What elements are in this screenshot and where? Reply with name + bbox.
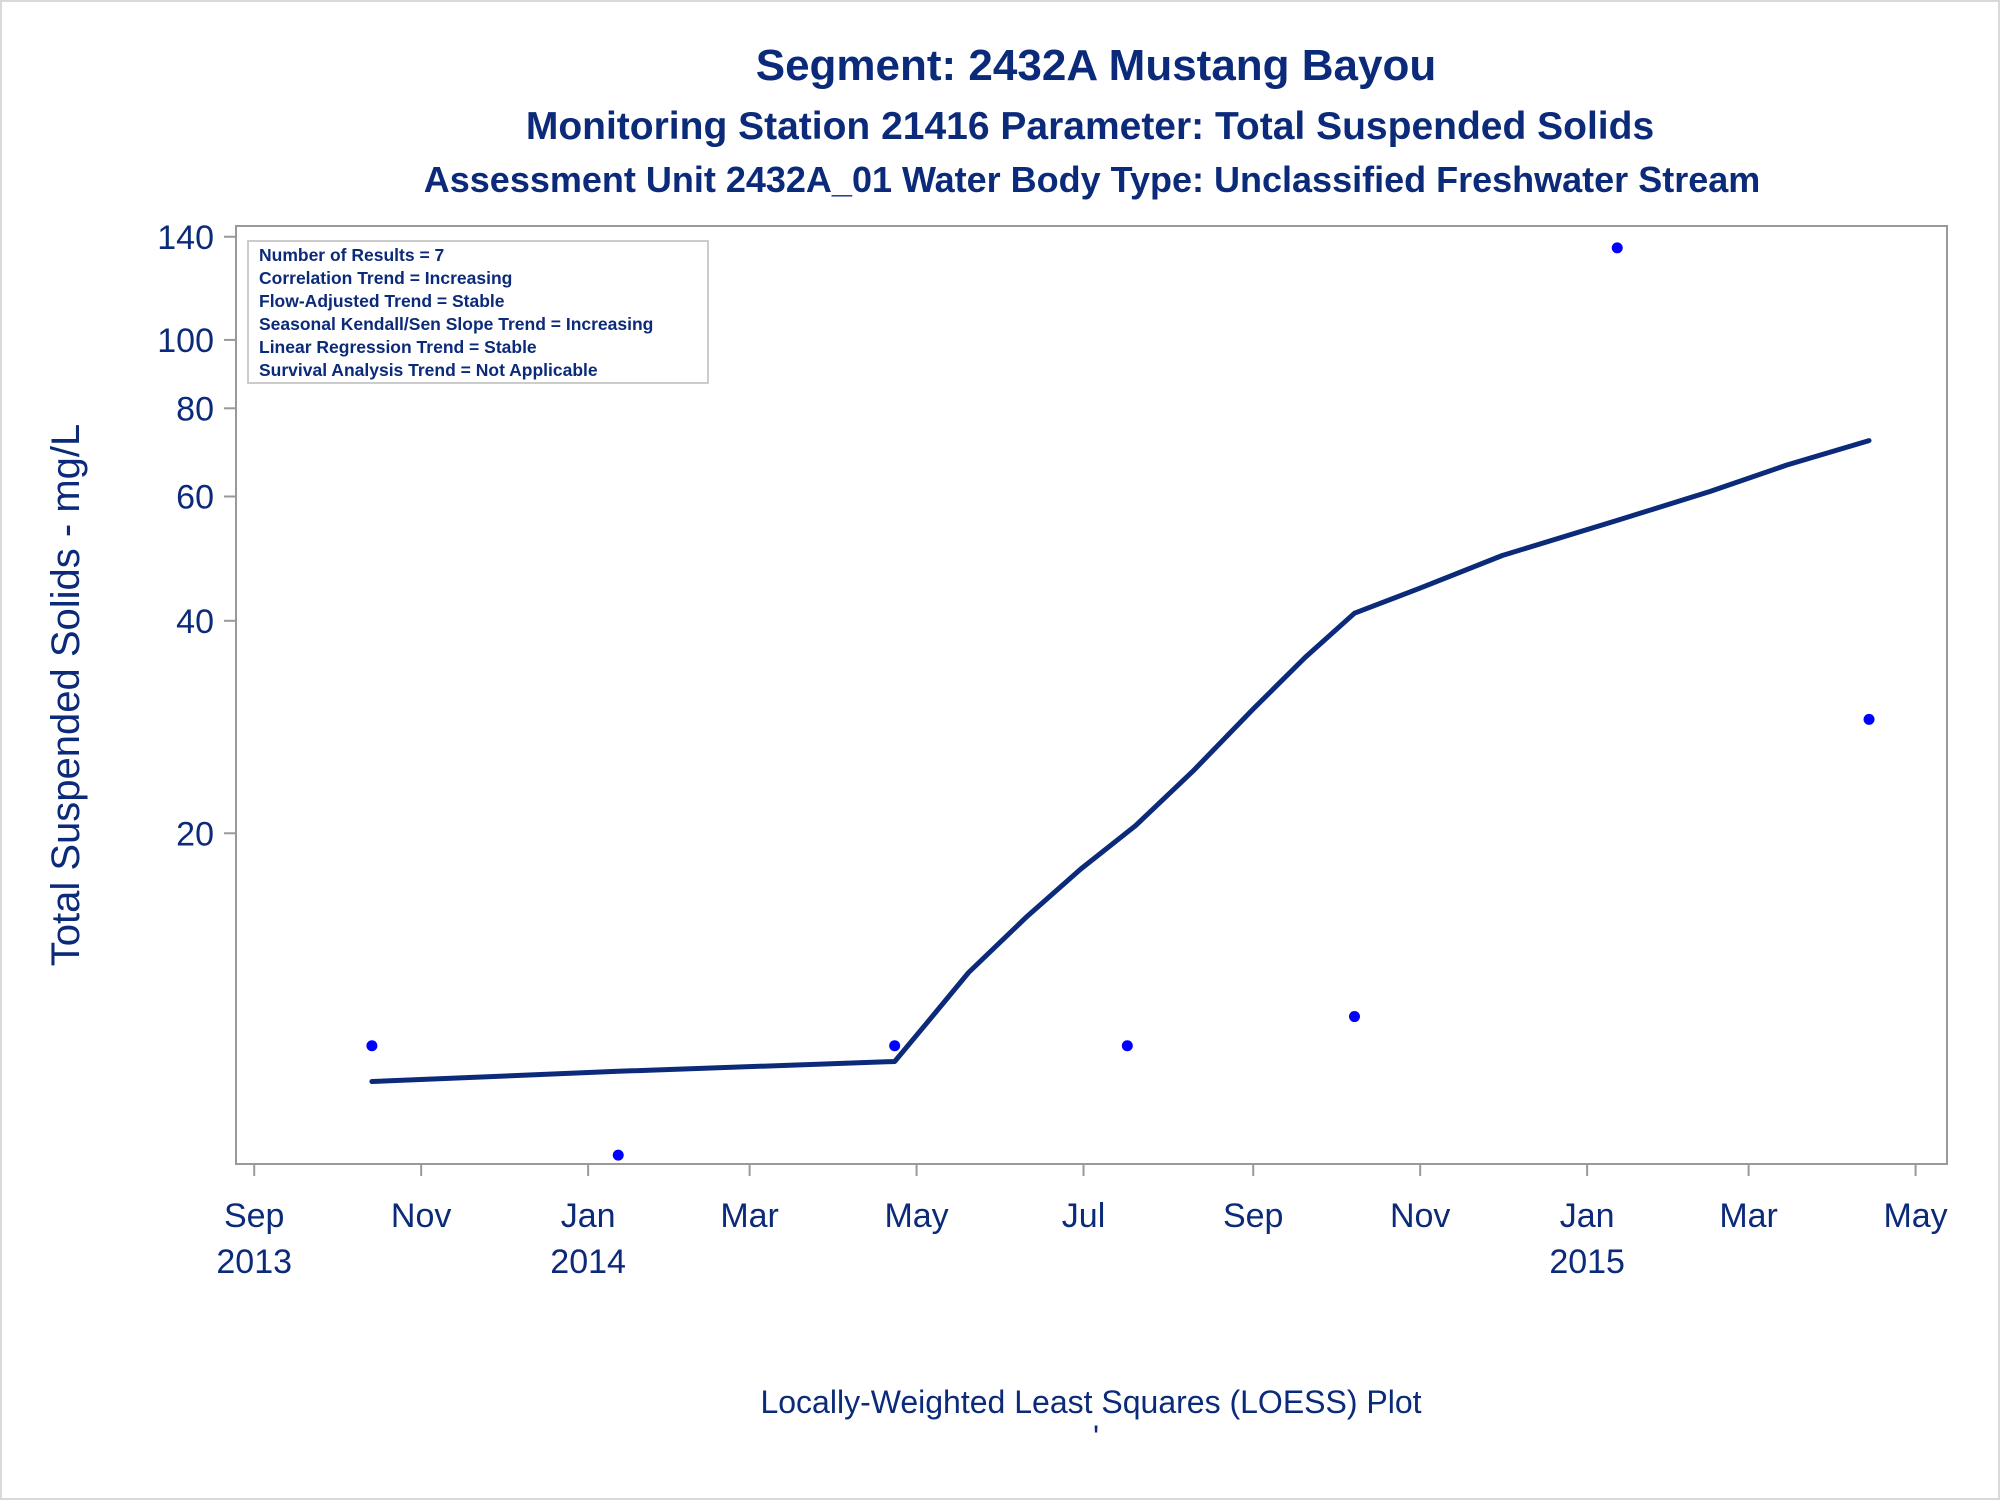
y-tick-label: 20 — [176, 815, 214, 853]
chart-title: Segment: 2432A Mustang Bayou — [756, 41, 1437, 90]
data-point — [612, 1149, 624, 1161]
loess-layer — [369, 438, 1872, 1084]
stats-box: Number of Results = 7 Correlation Trend … — [247, 240, 709, 384]
x-tick-label: Jul — [1062, 1197, 1105, 1235]
x-tick-label: Nov — [1390, 1197, 1450, 1235]
stats-line: Number of Results = 7 — [259, 245, 444, 265]
y-axis-label: Total Suspended Solids - mg/L — [44, 424, 88, 967]
stats-line: Seasonal Kendall/Sen Slope Trend = Incre… — [259, 314, 653, 334]
data-point — [1863, 713, 1875, 725]
x-tick-label: Mar — [720, 1197, 779, 1235]
x-tick-label: Sep — [1223, 1197, 1284, 1235]
x-tick-label: Jan — [561, 1197, 616, 1235]
y-tick-label: 100 — [157, 322, 214, 360]
x-axis: Sep 2013 Nov Jan 2014 Mar May Jul Sep Nov Jan 2015 M… — [216, 1163, 1948, 1281]
y-tick-label: 80 — [176, 390, 214, 428]
stats-line: Flow-Adjusted Trend = Stable — [259, 291, 505, 311]
data-point — [889, 1040, 901, 1052]
y-tick-label: 60 — [176, 479, 214, 517]
x-tick-label: Sep — [224, 1197, 285, 1235]
chart-subtitle-assessment: Assessment Unit 2432A_01 Water Body Type… — [424, 159, 1761, 200]
x-tick-label: May — [1883, 1197, 1947, 1235]
x-tick-label: Mar — [1719, 1197, 1778, 1235]
x-tick-label: Jan — [1560, 1197, 1615, 1235]
footnote-mark: ' — [1093, 1419, 1099, 1455]
footnote: Locally-Weighted Least Squares (LOESS) P… — [760, 1384, 1421, 1420]
points-layer — [366, 242, 1875, 1161]
y-axis: 20 40 60 80 100 140 — [157, 219, 236, 853]
chart-subtitle-station: Monitoring Station 21416 Parameter: Tota… — [526, 105, 1654, 148]
x-tick-year-label: 2014 — [550, 1243, 626, 1281]
stats-box-border — [247, 240, 709, 384]
loess-line — [369, 438, 1872, 1084]
x-tick-year-label: 2013 — [216, 1243, 292, 1281]
x-tick-year-label: 2015 — [1549, 1243, 1625, 1281]
y-tick-label: 40 — [176, 603, 214, 641]
data-point — [1348, 1011, 1360, 1023]
x-tick-label: May — [884, 1197, 948, 1235]
data-point — [1611, 242, 1623, 254]
stats-line: Linear Regression Trend = Stable — [259, 337, 537, 357]
y-tick-label: 140 — [157, 219, 214, 257]
stats-line: Correlation Trend = Increasing — [259, 268, 512, 288]
x-tick-label: Nov — [391, 1197, 451, 1235]
data-point — [1121, 1040, 1133, 1052]
data-point — [366, 1040, 378, 1052]
stats-line: Survival Analysis Trend = Not Applicable — [259, 360, 598, 380]
